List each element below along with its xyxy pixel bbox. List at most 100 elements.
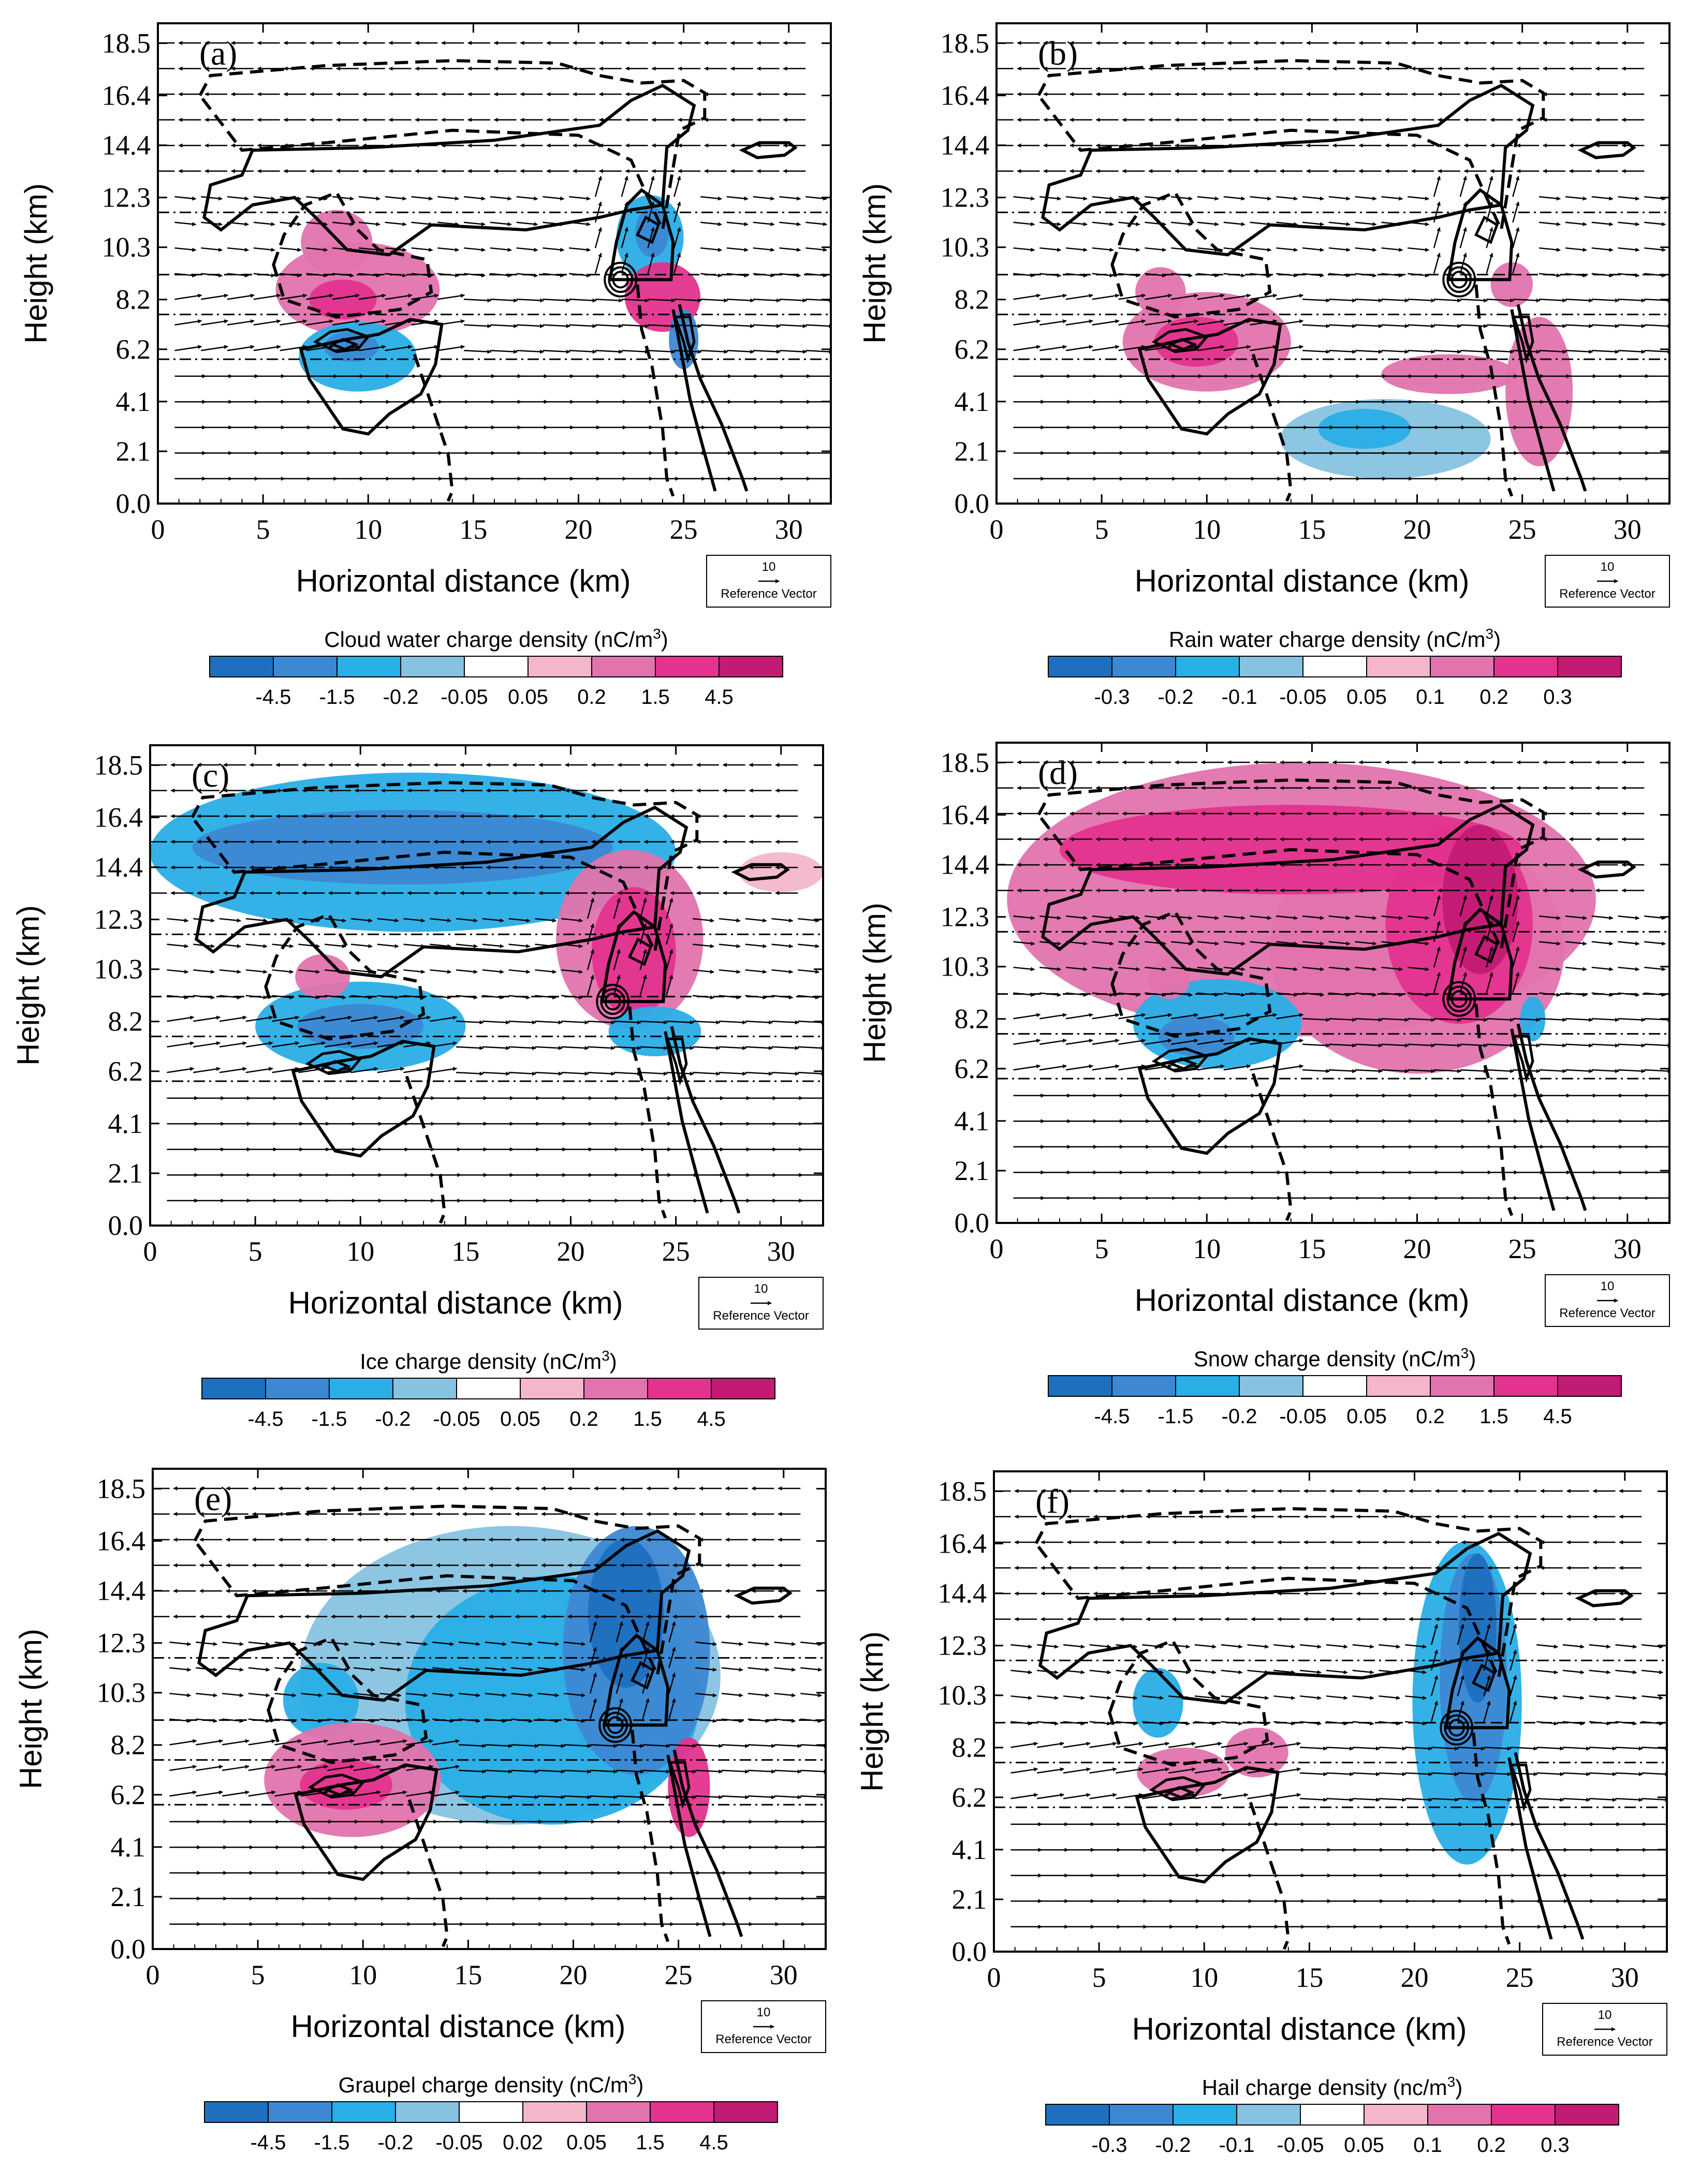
x-tick-label: 30 [1611, 1962, 1639, 1993]
wind-vector [219, 1015, 247, 1022]
wind-vector [779, 222, 801, 227]
plot-area [158, 40, 831, 502]
colorbar-swatch [265, 1378, 330, 1399]
vortex-ring [612, 271, 629, 289]
y-tick-label: 0.0 [955, 1207, 990, 1238]
wind-vector [1171, 319, 1198, 326]
wind-vector [1063, 1767, 1091, 1774]
y-tick-label: 18.5 [941, 27, 990, 58]
wind-vector [456, 1020, 484, 1025]
wind-vector [805, 324, 831, 329]
y-tick-label: 6.2 [955, 334, 990, 365]
wind-vector [201, 273, 223, 278]
wind-vector [358, 196, 380, 201]
wind-vector [1197, 1039, 1225, 1045]
y-tick-label: 14.4 [97, 1575, 146, 1606]
wind-vector [745, 1071, 773, 1076]
wind-vector [437, 247, 460, 252]
core-contour [1151, 1047, 1209, 1073]
colorbar-swatch [1111, 1375, 1176, 1397]
wind-vector [167, 918, 189, 923]
wind-vector [1328, 966, 1351, 971]
wind-vector [1408, 966, 1430, 971]
wind-vector [1644, 915, 1666, 920]
colorbar-title-superscript: 3 [1447, 2074, 1456, 2090]
wind-vector [1273, 1695, 1296, 1700]
wind-vector [1460, 298, 1488, 303]
charge-region [1490, 262, 1533, 307]
wind-vector [1355, 1069, 1383, 1073]
x-tick-label: 15 [454, 1959, 482, 1990]
wind-vector [1355, 324, 1383, 329]
wind-vector [332, 196, 354, 201]
lower-cell-contour [299, 318, 444, 436]
x-tick-label: 30 [767, 1236, 795, 1267]
wind-vector [1013, 966, 1035, 971]
colorbar-title-superscript: 3 [1486, 626, 1494, 642]
wind-vector [640, 1071, 668, 1076]
mid-cell-dashed-contour [1110, 190, 1272, 319]
wind-vector [1223, 915, 1246, 920]
wind-vector [613, 1046, 642, 1051]
wind-vector [693, 995, 714, 1000]
wind-vector [648, 298, 676, 303]
x-tick-label: 20 [1403, 514, 1431, 545]
colorbar-title-end: ) [1455, 2075, 1462, 2100]
colorbar-title-end: ) [1493, 627, 1501, 652]
y-tick-label: 6.2 [955, 1053, 990, 1084]
wind-vector [1539, 273, 1561, 278]
y-tick-label: 16.4 [941, 80, 990, 111]
wind-vector [1250, 319, 1278, 326]
wind-vector [1355, 222, 1377, 227]
panel-label: (e) [194, 1480, 232, 1518]
wind-vector [721, 1692, 743, 1698]
colorbar-swatch [1239, 656, 1303, 677]
wind-vector [1145, 992, 1167, 997]
wind-vector [193, 995, 215, 1000]
wind-vector [245, 1067, 273, 1073]
colorbar-tick-label: 0.05 [1346, 686, 1387, 709]
wind-vector [1536, 1746, 1564, 1751]
colorbar-tick-label: -0.05 [1279, 1405, 1326, 1428]
wind-vector [1302, 1069, 1330, 1073]
wind-vector [1352, 1644, 1374, 1649]
wind-vector [1065, 247, 1088, 252]
wind-vector [1352, 1670, 1374, 1675]
small-loop-contour [739, 141, 798, 159]
y-tick-label: 16.4 [941, 799, 990, 830]
plume-contour-inner [664, 1031, 709, 1214]
colorbar-tick-label: 1.5 [633, 1408, 662, 1430]
wind-vector [1615, 1695, 1637, 1700]
wind-vector [1013, 915, 1035, 920]
wind-vector [169, 1790, 197, 1797]
wind-vector [1063, 1644, 1085, 1649]
plot-area [150, 762, 823, 1224]
wind-vector [1276, 196, 1298, 201]
wind-vector [1562, 1695, 1585, 1700]
x-tick-label: 20 [1403, 1233, 1431, 1264]
wind-vector [358, 319, 386, 326]
wind-vector [1379, 1797, 1406, 1802]
colorbar-tick-label: -4.5 [1094, 1405, 1130, 1428]
panel-e: 0 5 10 15 20 25 30 0.0 2.1 4.1 6.2 8.2 10.3 12.3 14.4 1… [13, 1468, 827, 2154]
panel-c: 0 5 10 15 20 25 30 0.0 2.1 4.1 6.2 8.2 10.3 12.3 14.4 1… [11, 744, 824, 1430]
wind-vector [745, 995, 767, 1000]
wind-vector [1615, 1746, 1643, 1751]
wind-vector [561, 1071, 589, 1076]
wind-vector [1618, 196, 1640, 201]
wind-vector [490, 196, 512, 201]
wind-vector [1618, 349, 1646, 354]
small-loop-contour [1577, 860, 1636, 879]
wind-vector [253, 293, 281, 300]
wind-vector [222, 1641, 244, 1646]
wind-vector [535, 1046, 563, 1051]
wind-vector [1408, 196, 1430, 201]
wind-vector [1247, 1695, 1269, 1700]
wind-vector [385, 293, 413, 300]
colorbar-swatch [201, 1378, 266, 1399]
colorbar-title-superscript: 3 [628, 2071, 637, 2087]
plot-area [997, 760, 1669, 1221]
wind-vector [805, 273, 828, 278]
wind-vector [463, 273, 486, 278]
colorbar-swatch [1109, 2104, 1174, 2126]
